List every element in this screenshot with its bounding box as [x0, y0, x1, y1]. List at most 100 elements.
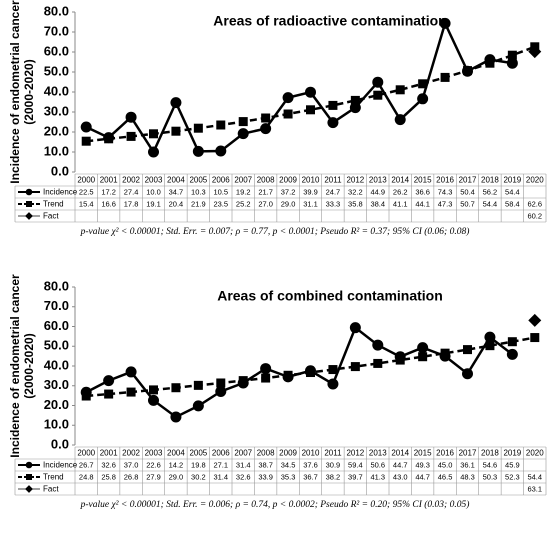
y-tick-label: 20.0	[44, 123, 69, 138]
marker	[485, 341, 495, 351]
y-tick-label: 50.0	[44, 338, 69, 353]
table-value: 17.8	[124, 199, 139, 208]
marker	[104, 389, 114, 399]
marker	[261, 113, 271, 123]
marker	[327, 117, 339, 129]
series-line	[85, 19, 513, 155]
marker	[373, 358, 383, 368]
marker	[439, 17, 451, 29]
table-value: 25.2	[236, 199, 251, 208]
table-value: 44.7	[415, 472, 430, 481]
table-value: 54.4	[527, 472, 542, 481]
marker	[283, 109, 293, 119]
table-value: 26.8	[124, 472, 139, 481]
table-value: 23.5	[213, 199, 228, 208]
table-value: 50.4	[460, 187, 475, 196]
table-value: 36.7	[303, 472, 318, 481]
marker	[372, 76, 384, 88]
x-tick-label: 2019	[503, 176, 521, 185]
marker	[395, 85, 405, 95]
legend-label: Trend	[43, 200, 64, 209]
marker	[484, 331, 496, 343]
y-tick-label: 40.0	[44, 357, 69, 372]
marker	[148, 146, 159, 158]
table-value: 34.7	[169, 187, 184, 196]
x-tick-label: 2007	[234, 449, 252, 458]
x-tick-label: 2010	[302, 176, 320, 185]
x-tick-label: 2001	[100, 176, 118, 185]
marker	[148, 394, 159, 406]
table-value: 38.4	[370, 199, 385, 208]
table-value: 19.8	[191, 460, 206, 469]
x-tick-label: 2002	[122, 449, 140, 458]
table-value: 30.2	[191, 472, 206, 481]
marker	[418, 352, 428, 362]
table-value: 33.3	[326, 199, 341, 208]
y-axis-label: (2000-2020)	[22, 59, 36, 124]
x-tick-label: 2019	[503, 449, 521, 458]
marker	[306, 105, 315, 115]
table-value: 21.7	[258, 187, 273, 196]
marker	[350, 362, 360, 372]
marker	[528, 45, 542, 59]
marker	[149, 129, 158, 139]
x-tick-label: 2012	[346, 449, 364, 458]
x-tick-label: 2013	[369, 176, 387, 185]
marker	[463, 345, 472, 355]
marker	[328, 100, 338, 110]
marker	[260, 363, 272, 375]
marker	[507, 337, 517, 347]
table-value: 50.6	[370, 460, 385, 469]
y-tick-label: 70.0	[44, 298, 69, 313]
y-tick-label: 70.0	[44, 23, 69, 38]
marker	[26, 474, 32, 480]
marker	[305, 86, 316, 98]
table-value: 44.7	[393, 460, 408, 469]
marker	[395, 355, 405, 365]
x-tick-label: 2015	[414, 176, 432, 185]
table-value: 10.5	[213, 187, 228, 196]
x-tick-label: 2016	[436, 449, 454, 458]
x-tick-label: 2017	[459, 449, 477, 458]
table-value: 21.9	[191, 199, 206, 208]
table-value: 19.1	[146, 199, 161, 208]
table-value: 41.3	[370, 472, 385, 481]
table-value: 46.5	[438, 472, 453, 481]
x-tick-label: 2020	[526, 449, 544, 458]
marker	[80, 121, 92, 133]
marker	[25, 212, 33, 220]
x-tick-label: 2010	[302, 449, 320, 458]
x-tick-label: 2008	[257, 176, 275, 185]
legend-label: Fact	[43, 212, 59, 221]
marker	[372, 339, 384, 351]
table-value: 39.9	[303, 187, 318, 196]
table-value: 14.2	[169, 460, 184, 469]
marker	[350, 95, 360, 105]
table-value: 60.2	[527, 211, 542, 220]
marker	[170, 411, 182, 423]
marker	[440, 348, 450, 358]
footnote: p-value χ² < 0.00001; Std. Err. = 0.007;…	[80, 226, 470, 237]
table-value: 39.7	[348, 472, 363, 481]
marker	[192, 145, 204, 157]
y-tick-label: 0.0	[51, 163, 69, 178]
table-value: 49.3	[415, 460, 430, 469]
table-value: 26.7	[79, 460, 94, 469]
table-value: 50.7	[460, 199, 475, 208]
table-value: 38.7	[258, 460, 273, 469]
table-value: 26.2	[393, 187, 408, 196]
legend-label: Fact	[43, 485, 59, 494]
table-value: 24.7	[326, 187, 341, 196]
table-value: 41.1	[393, 199, 408, 208]
marker	[417, 342, 429, 354]
marker	[394, 114, 406, 126]
table-value: 24.8	[79, 472, 94, 481]
marker	[440, 72, 450, 82]
table-value: 35.3	[281, 472, 296, 481]
y-tick-label: 40.0	[44, 83, 69, 98]
x-tick-label: 2005	[189, 449, 207, 458]
table-value: 31.1	[303, 199, 318, 208]
marker	[306, 368, 315, 378]
marker	[283, 370, 293, 380]
